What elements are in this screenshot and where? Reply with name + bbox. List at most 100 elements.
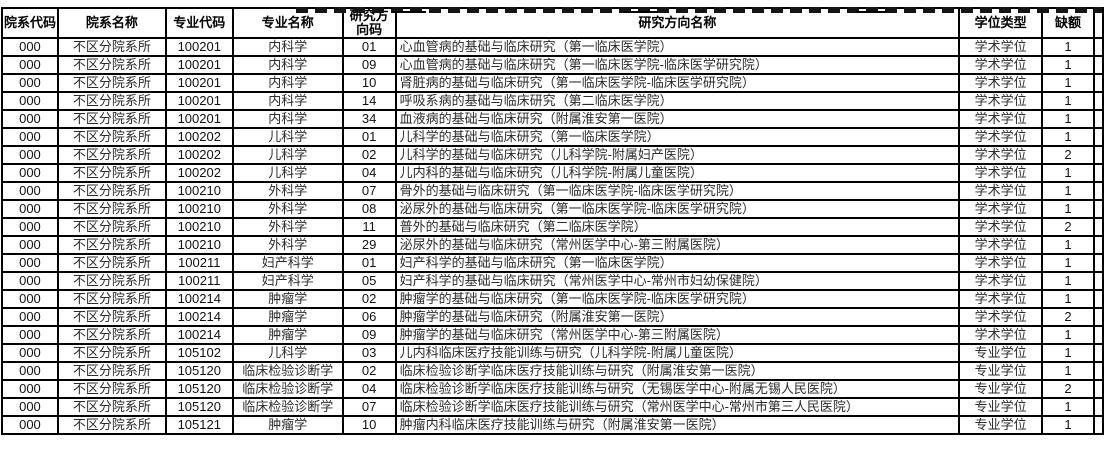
major-name-cell: 儿科学 [231,145,344,165]
table-row: 000 不区分院系所 105102 儿科学 03 儿内科临床医疗技能训练与研究（… [1,343,1103,363]
major-name-cell: 外科学 [231,199,344,219]
vacancy-cell: 1 [1041,289,1095,309]
table-row: 000 不区分院系所 100211 妇产科学 01 妇产科学的基础与临床研究（第… [1,253,1103,273]
clipped-column-cell [1092,109,1103,129]
degree-type-cell: 专业学位 [958,361,1044,381]
dept-code-cell: 000 [1,289,59,309]
degree-type-cell: 学术学位 [958,181,1044,201]
major-name-cell: 肿瘤学 [231,415,344,435]
table-body: 000 不区分院系所 100201 内科学 01 心血管病的基础与临床研究（第一… [1,37,1103,435]
table-row: 000 不区分院系所 100201 内科学 01 心血管病的基础与临床研究（第一… [1,37,1103,57]
direction-code-cell: 09 [341,325,397,345]
dept-code-cell: 000 [1,145,59,165]
clipped-column-cell [1092,343,1103,363]
major-code-cell: 105120 [164,361,234,381]
direction-code-cell: 10 [341,415,397,435]
clipped-column-cell [1092,325,1103,345]
direction-name-cell: 儿内科临床医疗技能训练与研究（儿科学院-附属儿童医院） [394,343,961,363]
major-name-cell: 内科学 [231,109,344,129]
major-name-cell: 临床检验诊断学 [231,361,344,381]
dept-name-cell: 不区分院系所 [56,181,167,201]
direction-code-cell: 10 [341,73,397,93]
vacancy-cell: 1 [1041,397,1095,417]
dept-code-cell: 000 [1,73,59,93]
dept-code-cell: 000 [1,163,59,183]
degree-type-cell: 学术学位 [958,217,1044,237]
vacancy-cell: 2 [1041,307,1095,327]
direction-name-cell: 心血管病的基础与临床研究（第一临床医学院） [394,37,961,57]
clipped-column-cell [1092,55,1103,75]
dept-code-cell: 000 [1,217,59,237]
major-code-cell: 100201 [164,91,234,111]
dept-code-cell: 000 [1,91,59,111]
major-code-cell: 105120 [164,397,234,417]
table-row: 000 不区分院系所 100214 肿瘤学 06 肿瘤学的基础与临床研究（附属淮… [1,307,1103,327]
direction-name-cell: 临床检验诊断学临床医疗技能训练与研究（附属淮安第一医院） [394,361,961,381]
col-header-dept-code: 院系代码 [1,7,59,39]
direction-code-cell: 08 [341,199,397,219]
vacancy-cell: 1 [1041,271,1095,291]
major-code-cell: 105121 [164,415,234,435]
dept-code-cell: 000 [1,361,59,381]
dept-name-cell: 不区分院系所 [56,253,167,273]
major-code-cell: 100214 [164,289,234,309]
clipped-column-cell [1092,181,1103,201]
dept-name-cell: 不区分院系所 [56,415,167,435]
dept-name-cell: 不区分院系所 [56,235,167,255]
vacancy-cell: 1 [1041,415,1095,435]
direction-code-cell: 07 [341,397,397,417]
dept-code-cell: 000 [1,379,59,399]
direction-code-cell: 02 [341,361,397,381]
dept-name-cell: 不区分院系所 [56,73,167,93]
clipped-column-cell [1092,253,1103,273]
direction-code-cell: 03 [341,343,397,363]
clipped-column-cell [1092,379,1103,399]
vacancy-cell: 1 [1041,109,1095,129]
direction-name-cell: 临床检验诊断学临床医疗技能训练与研究（无锡医学中心-附属无锡人民医院） [394,379,961,399]
dept-name-cell: 不区分院系所 [56,289,167,309]
major-code-cell: 100201 [164,37,234,57]
degree-type-cell: 专业学位 [958,397,1044,417]
degree-type-cell: 学术学位 [958,289,1044,309]
direction-name-cell: 肿瘤学的基础与临床研究（附属淮安第一医院） [394,307,961,327]
major-code-cell: 100202 [164,163,234,183]
degree-type-cell: 学术学位 [958,253,1044,273]
dept-name-cell: 不区分院系所 [56,307,167,327]
clipped-column-cell [1092,91,1103,111]
degree-type-cell: 学术学位 [958,73,1044,93]
vacancy-cell: 1 [1041,253,1095,273]
dept-name-cell: 不区分院系所 [56,163,167,183]
dept-code-cell: 000 [1,235,59,255]
dept-code-cell: 000 [1,325,59,345]
clipped-column-cell [1092,217,1103,237]
direction-name-cell: 肿瘤内科临床医疗技能训练与研究（附属淮安第一医院） [394,415,961,435]
major-code-cell: 100210 [164,235,234,255]
dept-code-cell: 000 [1,37,59,57]
vacancy-cell: 1 [1041,163,1095,183]
clipped-column-cell [1092,361,1103,381]
major-name-cell: 临床检验诊断学 [231,397,344,417]
major-code-cell: 100202 [164,127,234,147]
direction-code-cell: 34 [341,109,397,129]
major-name-cell: 外科学 [231,235,344,255]
direction-name-cell: 妇产科学的基础与临床研究（第一临床医学院） [394,253,961,273]
table-row: 000 不区分院系所 105120 临床检验诊断学 02 临床检验诊断学临床医疗… [1,361,1103,381]
direction-code-cell: 04 [341,163,397,183]
major-code-cell: 105102 [164,343,234,363]
major-code-cell: 100201 [164,73,234,93]
direction-name-cell: 临床检验诊断学临床医疗技能训练与研究（常州医学中心-常州市第三人民医院） [394,397,961,417]
dept-name-cell: 不区分院系所 [56,379,167,399]
direction-name-cell: 泌尿外的基础与临床研究（常州医学中心-第三附属医院） [394,235,961,255]
table-row: 000 不区分院系所 100202 儿科学 01 儿科学的基础与临床研究（第一临… [1,127,1103,147]
degree-type-cell: 学术学位 [958,91,1044,111]
dept-code-cell: 000 [1,55,59,75]
dept-code-cell: 000 [1,109,59,129]
major-name-cell: 外科学 [231,181,344,201]
direction-code-cell: 09 [341,55,397,75]
table-row: 000 不区分院系所 100201 内科学 09 心血管病的基础与临床研究（第一… [1,55,1103,75]
table-row: 000 不区分院系所 105120 临床检验诊断学 07 临床检验诊断学临床医疗… [1,397,1103,417]
clipped-column-cell [1092,271,1103,291]
vacancy-cell: 2 [1041,145,1095,165]
direction-code-cell: 06 [341,307,397,327]
title-underline-segment [856,11,886,13]
